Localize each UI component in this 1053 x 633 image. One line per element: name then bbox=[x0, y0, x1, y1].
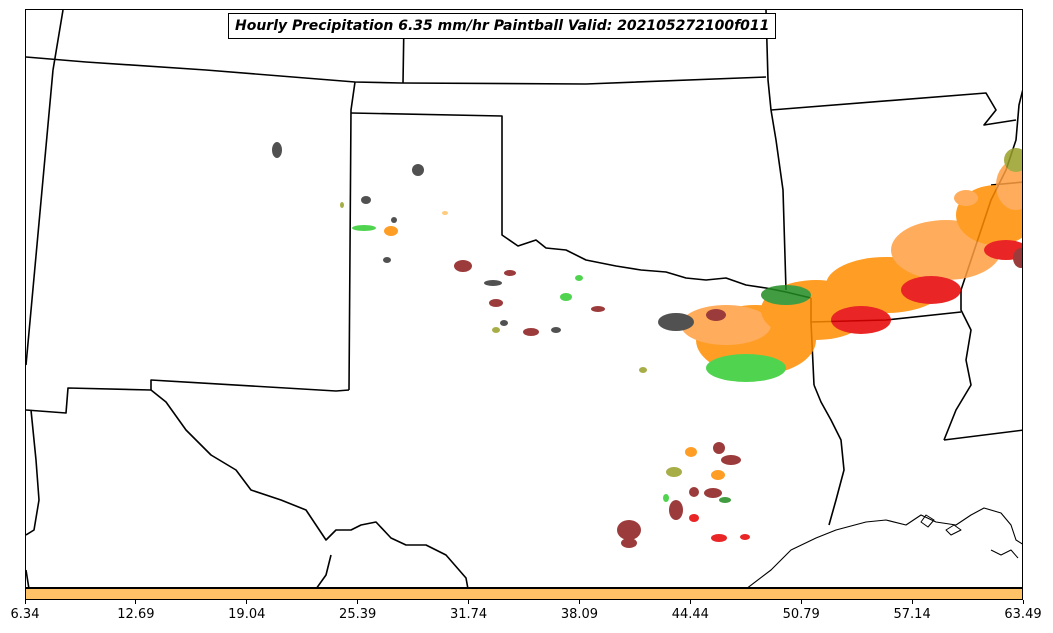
paintball-blob bbox=[663, 494, 669, 502]
colorbar-tick-label: 38.09 bbox=[560, 607, 599, 622]
boundary-tx-la bbox=[813, 384, 845, 526]
colorbar-tick-mark bbox=[800, 600, 802, 604]
map-panel bbox=[25, 9, 1023, 588]
colorbar-tick-label: 50.79 bbox=[782, 607, 820, 622]
colorbar-tick-label: 63.49 bbox=[1004, 607, 1042, 622]
boundary-mexico-west bbox=[26, 409, 40, 536]
paintball-blob bbox=[689, 487, 699, 497]
boundary-ok-north bbox=[350, 112, 812, 299]
boundary-nm-west bbox=[26, 69, 54, 366]
colorbar-tick-label: 57.14 bbox=[893, 607, 931, 622]
boundary-nm-south bbox=[26, 379, 350, 414]
paintball-blob bbox=[681, 305, 771, 345]
boundary-ks-ok-east bbox=[770, 109, 787, 291]
map-title: Hourly Precipitation 6.35 mm/hr Paintbal… bbox=[228, 13, 777, 39]
paintball-blob bbox=[412, 164, 424, 176]
paintball-blob bbox=[352, 225, 376, 231]
paintball-blob bbox=[996, 160, 1022, 210]
paintball-blob bbox=[500, 320, 508, 326]
boundary-ms-al bbox=[943, 429, 1022, 441]
paintball-blob bbox=[740, 534, 750, 540]
paintball-blob bbox=[560, 293, 572, 301]
boundary-mexico-inner bbox=[316, 554, 332, 587]
colorbar-tick-mark bbox=[135, 600, 137, 604]
colorbar-tick-mark bbox=[24, 600, 26, 604]
colorbar-tick-mark bbox=[911, 600, 913, 604]
paintball-blob bbox=[706, 354, 786, 382]
paintball-blob bbox=[984, 240, 1022, 260]
boundary-ne-south bbox=[26, 56, 767, 85]
paintball-blob bbox=[761, 285, 811, 305]
colorbar-tick-mark bbox=[689, 600, 691, 604]
paintball-blob bbox=[621, 538, 637, 548]
boundary-mo-east bbox=[770, 92, 1017, 126]
paintball-blob bbox=[504, 270, 516, 276]
paintball-blob bbox=[713, 442, 725, 454]
colorbar-tick-label: 25.39 bbox=[339, 607, 377, 622]
paintball-blob bbox=[591, 306, 605, 312]
coast-bits bbox=[920, 514, 1019, 559]
boundary-wy-co-north bbox=[52, 10, 64, 71]
paintball-blob bbox=[1004, 148, 1022, 172]
paintball-blob bbox=[361, 196, 371, 204]
gulf-coast bbox=[747, 507, 1022, 587]
paintball-blob bbox=[704, 488, 722, 498]
paintball-blob bbox=[442, 211, 448, 215]
colorbar-tick-label: 44.44 bbox=[671, 607, 709, 622]
paintball-blob bbox=[383, 257, 391, 263]
paintball-blob bbox=[1013, 248, 1022, 268]
paintball-blob bbox=[523, 328, 539, 336]
paintball-blob bbox=[954, 190, 978, 206]
boundary-mexico-sw bbox=[26, 569, 30, 587]
paintball-blob bbox=[492, 327, 500, 333]
colorbar-tick-label: 6.34 bbox=[10, 607, 40, 622]
paintball-blob bbox=[551, 327, 561, 333]
colorbar-tick-mark bbox=[357, 600, 359, 604]
paintball-blob bbox=[489, 299, 503, 307]
paintball-blob bbox=[384, 226, 398, 236]
paintball-blob bbox=[484, 280, 502, 286]
boundary-co-east bbox=[348, 81, 356, 391]
colorbar-tick-mark bbox=[468, 600, 470, 604]
colorbar-tick-label: 19.04 bbox=[228, 607, 266, 622]
colorbar-tick-label: 12.69 bbox=[117, 607, 155, 622]
paintball-blob bbox=[706, 309, 726, 321]
paintball-blob bbox=[689, 514, 699, 522]
paintball-blob bbox=[711, 534, 727, 542]
paintball-blob bbox=[454, 260, 472, 272]
paintball-blob bbox=[721, 455, 741, 465]
paintball-layer bbox=[272, 142, 1022, 548]
paintball-blob bbox=[575, 275, 583, 281]
colorbar-tick-label: 31.74 bbox=[449, 607, 488, 622]
paintball-blob bbox=[719, 497, 731, 503]
paintball-blob bbox=[669, 500, 683, 520]
colorbar-tick-mark bbox=[578, 600, 580, 604]
paintball-blob bbox=[711, 470, 725, 480]
paintball-blob bbox=[901, 276, 961, 304]
paintball-blob bbox=[340, 202, 344, 208]
map-canvas bbox=[26, 10, 1022, 587]
paintball-blob bbox=[617, 520, 641, 540]
paintball-blob bbox=[658, 313, 694, 331]
paintball-blob bbox=[685, 447, 697, 457]
paintball-blob bbox=[831, 306, 891, 334]
paintball-blob bbox=[272, 142, 282, 158]
boundary-tx-mexico bbox=[150, 389, 469, 587]
paintball-blob bbox=[666, 467, 682, 477]
paintball-blob bbox=[391, 217, 397, 223]
colorbar-tick-mark bbox=[246, 600, 248, 604]
colorbar bbox=[25, 588, 1023, 600]
paintball-blob bbox=[639, 367, 647, 373]
colorbar-tick-mark bbox=[1022, 600, 1024, 604]
